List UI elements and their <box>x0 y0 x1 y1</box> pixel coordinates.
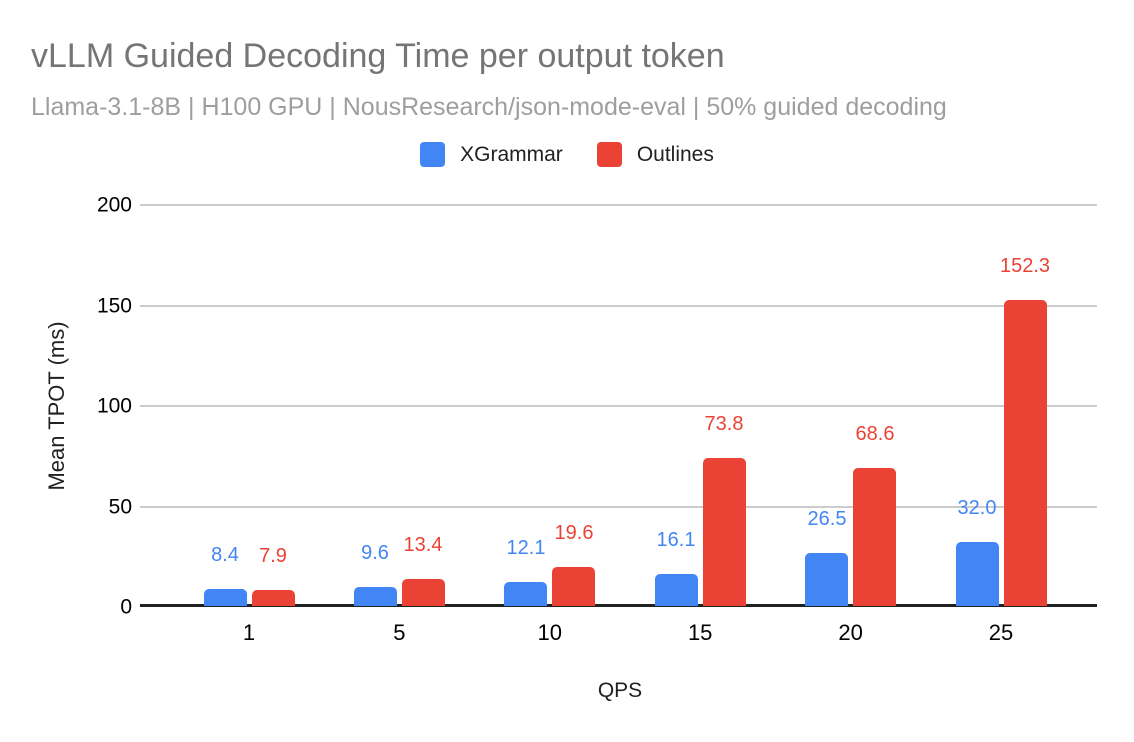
chart-title: vLLM Guided Decoding Time per output tok… <box>31 37 725 75</box>
bar-outlines-qps-15 <box>703 458 746 606</box>
y-tick-label-50: 50 <box>108 495 132 518</box>
legend-label-outlines: Outlines <box>636 143 714 166</box>
bar-value-label-xgrammar-qps-25: 32.0 <box>957 497 997 519</box>
bar-xgrammar-qps-20 <box>805 553 848 606</box>
bar-outlines-qps-10 <box>552 567 595 606</box>
bar-outlines-qps-25 <box>1004 300 1047 606</box>
plot-area: Mean TPOT (ms) QPS 0 50 100 150 200 1 8.4 7.9 5 9… <box>44 195 1097 702</box>
x-axis-title: QPS <box>597 679 643 702</box>
bar-value-label-outlines-qps-25: 152.3 <box>999 255 1051 277</box>
bar-value-label-xgrammar-qps-20: 26.5 <box>807 508 847 530</box>
bar-value-label-outlines-qps-20: 68.6 <box>855 423 895 445</box>
bar-value-label-outlines-qps-1: 7.9 <box>259 545 287 567</box>
bar-outlines-qps-1 <box>252 590 295 606</box>
bar-outlines-qps-20 <box>853 468 896 606</box>
legend-label-xgrammar: XGrammar <box>460 143 563 166</box>
x-tick-label-5: 5 <box>393 620 406 645</box>
legend-swatch-outlines <box>596 142 622 167</box>
legend-swatch-xgrammar <box>420 142 446 167</box>
y-tick-label-200: 200 <box>96 193 132 217</box>
x-tick-label-10: 10 <box>537 620 563 645</box>
x-tick-label-20: 20 <box>838 620 863 645</box>
y-tick-label-100: 100 <box>96 394 132 418</box>
x-tick-label-15: 15 <box>687 620 713 645</box>
bar-value-label-xgrammar-qps-1: 8.4 <box>211 544 239 566</box>
gridline-100 <box>140 405 1097 407</box>
bar-xgrammar-qps-5 <box>354 587 397 606</box>
bar-xgrammar-qps-15 <box>655 574 698 606</box>
bar-value-label-outlines-qps-10: 19.6 <box>554 522 594 544</box>
y-axis-title: Mean TPOT (ms) <box>44 321 69 491</box>
bar-xgrammar-qps-1 <box>204 589 247 606</box>
chart-subtitle: Llama-3.1-8B | H100 GPU | NousResearch/j… <box>31 93 947 121</box>
y-tick-label-150: 150 <box>96 294 132 317</box>
gridline-50 <box>140 505 1097 508</box>
x-axis-line <box>140 604 1097 607</box>
y-tick-label-0: 0 <box>120 595 132 619</box>
legend-item-outlines: Outlines <box>596 142 714 167</box>
bar-value-label-xgrammar-qps-15: 16.1 <box>656 529 696 551</box>
bar-value-label-outlines-qps-15: 73.8 <box>704 413 744 435</box>
chart-legend: XGrammar Outlines <box>0 142 1134 167</box>
bar-value-label-outlines-qps-5: 13.4 <box>403 534 443 556</box>
bar-outlines-qps-5 <box>402 579 445 606</box>
x-tick-label-1: 1 <box>242 620 256 645</box>
bar-xgrammar-qps-10 <box>504 582 547 606</box>
bar-value-label-xgrammar-qps-10: 12.1 <box>506 537 546 559</box>
gridline-150 <box>140 304 1097 307</box>
bar-value-label-xgrammar-qps-5: 9.6 <box>361 542 389 564</box>
legend-item-xgrammar: XGrammar <box>420 142 563 167</box>
bar-xgrammar-qps-25 <box>956 542 999 606</box>
x-tick-label-25: 25 <box>988 620 1014 645</box>
gridline-200 <box>140 204 1097 207</box>
